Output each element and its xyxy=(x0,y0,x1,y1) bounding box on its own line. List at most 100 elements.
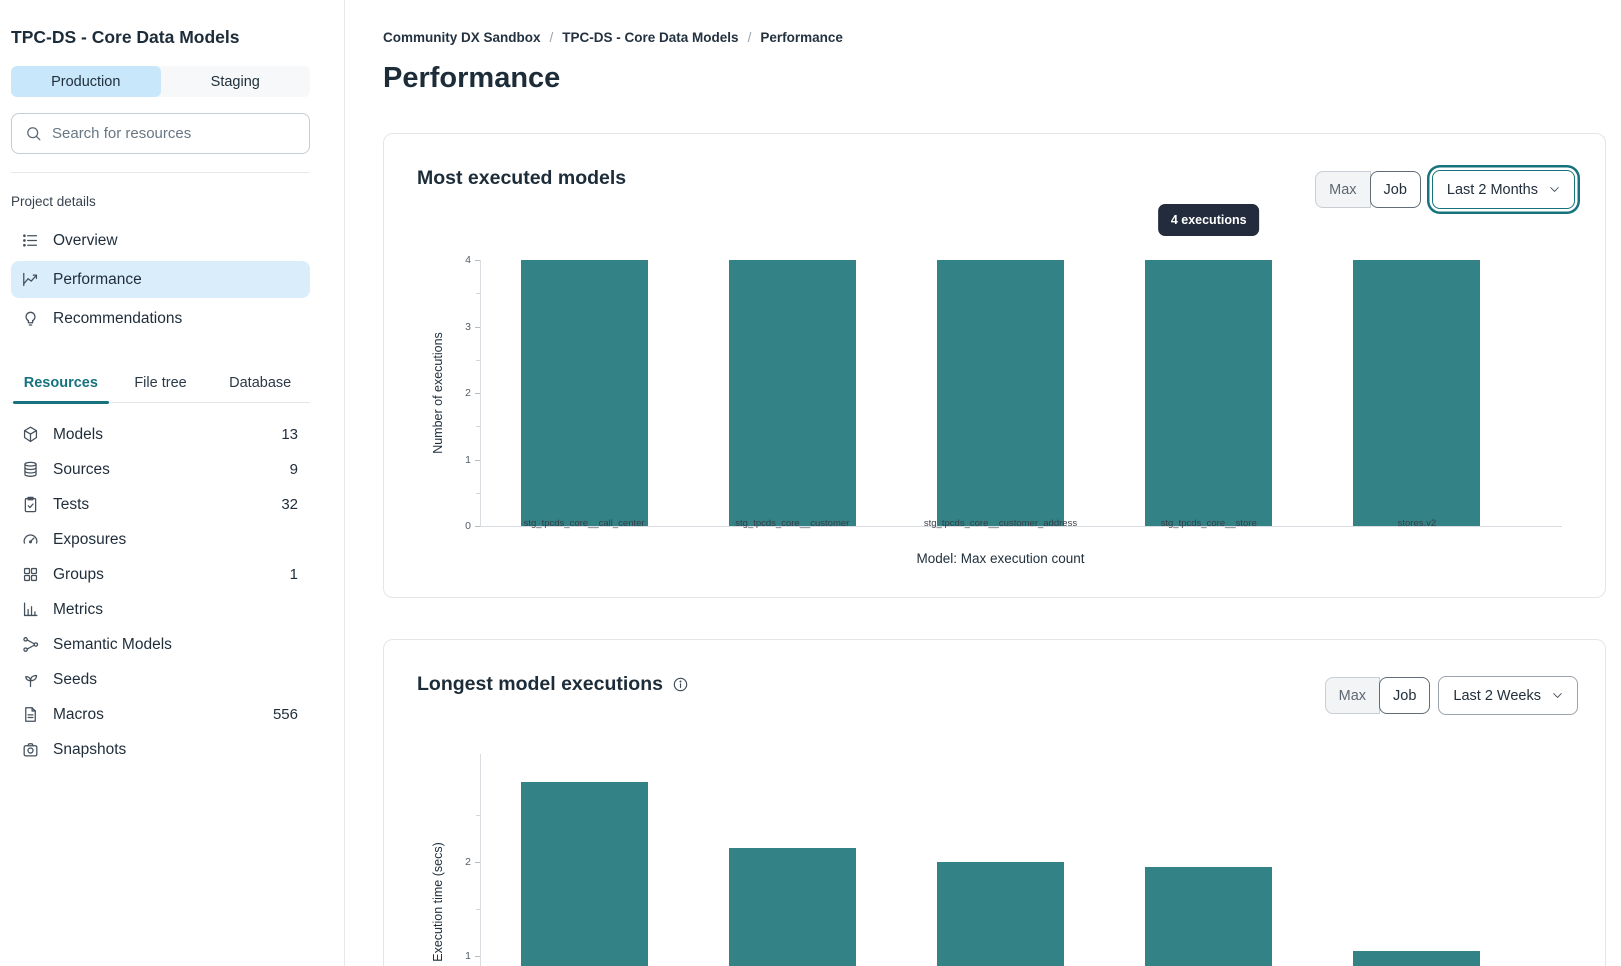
y-axis-line xyxy=(480,754,481,966)
sidebar-item-sources[interactable]: Sources 9 xyxy=(11,452,310,487)
sidebar-item-models[interactable]: Models 13 xyxy=(11,417,310,452)
sidebar-item-snapshots[interactable]: Snapshots xyxy=(11,732,310,767)
sidebar-tabs: Resources File tree Database xyxy=(11,367,310,404)
sidebar-item-tests[interactable]: Tests 32 xyxy=(11,487,310,522)
y-tick-label: 3 xyxy=(465,320,471,333)
resource-label: Seeds xyxy=(53,670,97,688)
tab-file-tree[interactable]: File tree xyxy=(134,375,187,391)
chart-controls: Max Job Last 2 Months xyxy=(1315,170,1578,209)
chevron-down-icon xyxy=(1548,183,1561,196)
camera-icon xyxy=(21,740,40,759)
resource-label: Exposures xyxy=(53,530,127,548)
job-toggle-button[interactable]: Job xyxy=(1379,677,1431,714)
bar-column-5[interactable] xyxy=(1353,951,1481,966)
y-minor-tick-mark xyxy=(476,492,480,494)
card-header: Longest model executions Max Job Last 2 We… xyxy=(384,640,1605,715)
bar-stg-tpcds-core-customer-address[interactable] xyxy=(937,260,1064,526)
y-tick-mark xyxy=(475,326,480,328)
bar-stores-v2[interactable] xyxy=(1353,260,1481,526)
lightbulb-icon xyxy=(21,309,40,328)
most-executed-models-card: Most executed models Max Job Last 2 Months… xyxy=(383,133,1606,598)
bar-column-3[interactable] xyxy=(937,862,1064,966)
bar-column-4[interactable] xyxy=(1145,866,1273,966)
time-range-select[interactable]: Last 2 Months xyxy=(1431,170,1575,209)
breadcrumb-separator: / xyxy=(549,30,554,45)
sidebar-item-seeds[interactable]: Seeds xyxy=(11,662,310,697)
env-tab-production[interactable]: Production xyxy=(11,66,161,97)
resource-list: Models 13 Sources 9 Tests 32 Exposures Groups 1 M… xyxy=(11,417,310,767)
nav-item-label: Performance xyxy=(53,270,142,288)
y-tick-mark xyxy=(475,459,480,461)
y-tick-label: 0 xyxy=(465,520,471,532)
view-toggle-group: Max Job xyxy=(1315,171,1421,208)
sidebar-item-exposures[interactable]: Exposures xyxy=(11,522,310,557)
y-tick-label: 4 xyxy=(465,254,471,266)
resource-label: Semantic Models xyxy=(53,635,172,653)
sidebar-item-semantic-models[interactable]: Semantic Models xyxy=(11,627,310,662)
sidebar: TPC-DS - Core Data Models Production Stag… xyxy=(0,0,345,966)
sidebar-item-macros[interactable]: Macros 556 xyxy=(11,697,310,732)
longest-model-executions-card: Longest model executions Max Job Last 2 We… xyxy=(383,639,1606,966)
sidebar-item-recommendations[interactable]: Recommendations xyxy=(11,300,310,337)
sidebar-item-overview[interactable]: Overview xyxy=(11,222,310,259)
y-tick-mark xyxy=(475,393,480,394)
cube-icon xyxy=(21,425,40,444)
bar-column-2[interactable] xyxy=(728,847,856,966)
chart-controls: Max Job Last 2 Weeks xyxy=(1324,676,1578,715)
resource-count: 32 xyxy=(281,496,298,513)
resource-label: Groups xyxy=(53,565,104,583)
bar-stg-tpcds-core-call-center[interactable] xyxy=(520,260,648,526)
time-range-select[interactable]: Last 2 Weeks xyxy=(1438,676,1578,715)
time-range-value: Last 2 Weeks xyxy=(1453,687,1541,704)
search-icon xyxy=(24,124,43,143)
database-icon xyxy=(21,460,40,479)
y-tick-label: 2 xyxy=(465,387,471,399)
y-tick-mark xyxy=(475,862,480,863)
project-details-label: Project details xyxy=(11,194,96,209)
y-minor-tick-mark xyxy=(476,426,480,428)
y-tick-label: 1 xyxy=(465,453,471,466)
job-toggle-button[interactable]: Job xyxy=(1369,171,1421,208)
list-icon xyxy=(21,231,40,250)
max-toggle-button[interactable]: Max xyxy=(1324,677,1381,714)
time-range-value: Last 2 Months xyxy=(1446,181,1538,198)
tab-database[interactable]: Database xyxy=(229,375,292,391)
breadcrumb-link[interactable]: Community DX Sandbox xyxy=(383,30,541,45)
clipboard-check-icon xyxy=(21,495,40,514)
y-minor-tick-mark xyxy=(476,815,480,816)
max-toggle-button[interactable]: Max xyxy=(1315,171,1371,208)
bar-stg-tpcds-core-store[interactable] xyxy=(1145,260,1273,526)
nav-item-label: Recommendations xyxy=(53,309,183,327)
y-tick-mark xyxy=(475,260,480,261)
resource-label: Tests xyxy=(53,495,90,513)
bar-column-1[interactable] xyxy=(520,782,648,966)
chevron-down-icon xyxy=(1551,689,1564,702)
info-icon[interactable] xyxy=(672,676,689,693)
main-content: Community DX Sandbox / TPC-DS - Core Data … xyxy=(345,0,1621,966)
resource-label: Macros xyxy=(53,705,104,723)
sidebar-divider xyxy=(11,172,310,173)
x-axis-line xyxy=(480,526,1562,527)
sidebar-item-metrics[interactable]: Metrics xyxy=(11,592,310,627)
sidebar-item-groups[interactable]: Groups 1 xyxy=(11,557,310,592)
network-icon xyxy=(21,635,40,654)
y-tick-label: 1 xyxy=(465,950,471,962)
y-axis-label: Execution time (secs) xyxy=(431,842,445,962)
tab-resources[interactable]: Resources xyxy=(11,367,111,404)
breadcrumb-link[interactable]: TPC-DS - Core Data Models xyxy=(562,30,739,45)
y-tick-mark xyxy=(475,526,480,527)
bar-stg-tpcds-core-customer[interactable] xyxy=(728,260,856,526)
resource-label: Models xyxy=(53,425,103,443)
grid-icon xyxy=(21,565,40,584)
env-tab-staging[interactable]: Staging xyxy=(210,73,260,90)
sidebar-item-performance[interactable]: Performance xyxy=(11,261,310,298)
resource-count: 556 xyxy=(272,706,298,723)
chart-title-text: Longest model executions xyxy=(417,673,663,695)
longest-model-executions-chart: Execution time (secs) 1 2 xyxy=(384,640,1605,966)
search-input[interactable] xyxy=(11,113,310,154)
nav-item-label: Overview xyxy=(53,231,118,249)
document-icon xyxy=(21,705,40,724)
card-header: Most executed models Max Job Last 2 Months xyxy=(384,134,1605,209)
resource-label: Sources xyxy=(53,460,110,478)
